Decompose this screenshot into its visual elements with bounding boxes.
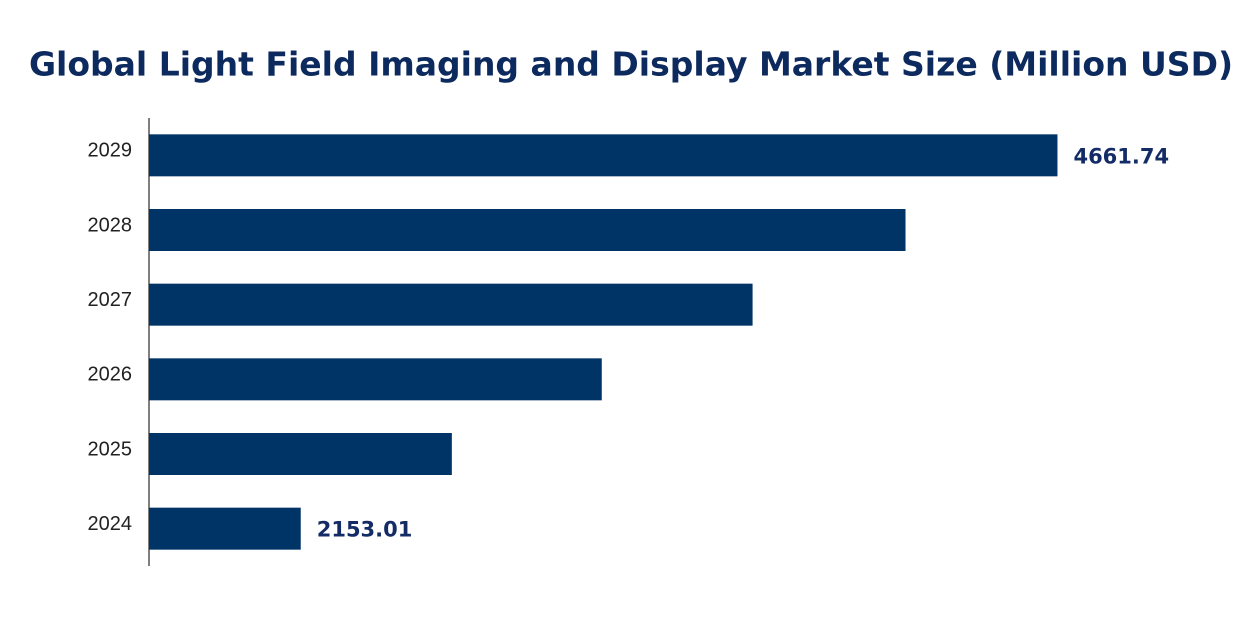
- y-tick-label: 2028: [88, 214, 133, 236]
- data-label: 2153.01: [317, 518, 413, 542]
- bar: [149, 507, 301, 550]
- y-tick-label: 2029: [88, 140, 133, 162]
- y-tick-label: 2026: [88, 364, 133, 386]
- bar: [149, 358, 602, 401]
- data-label: 4661.74: [1073, 144, 1169, 168]
- bar: [149, 209, 906, 251]
- bar: [149, 433, 452, 475]
- y-tick-label: 2027: [88, 289, 133, 311]
- bar: [149, 283, 753, 326]
- y-tick-label: 2025: [88, 438, 133, 460]
- y-tick-label: 2024: [88, 513, 133, 535]
- chart-title: Global Light Field Imaging and Display M…: [29, 45, 1233, 84]
- bar: [149, 134, 1058, 177]
